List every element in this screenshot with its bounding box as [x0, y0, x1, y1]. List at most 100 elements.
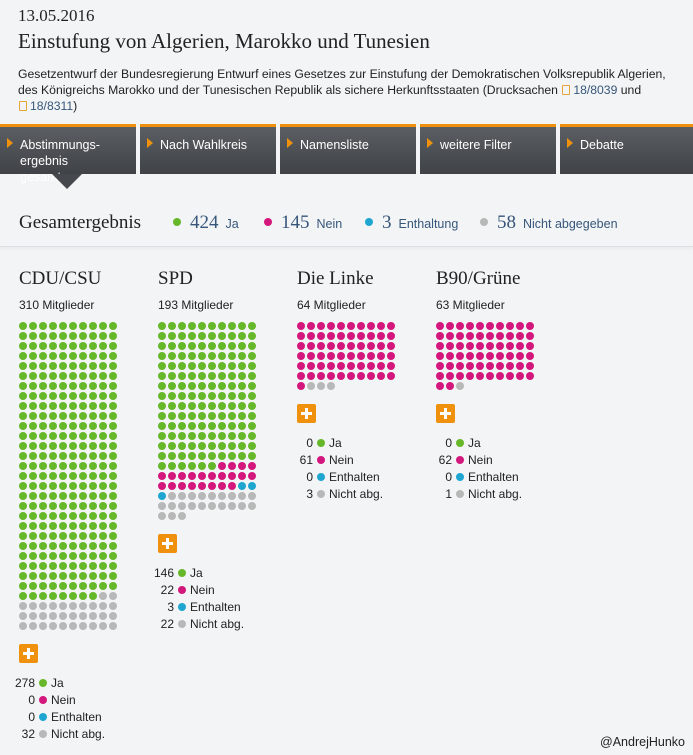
expand-plus-icon[interactable]: [158, 534, 177, 553]
seat-no: [337, 322, 345, 330]
seat-yes: [238, 332, 246, 340]
seat-yes: [39, 502, 47, 510]
summary-absent-count: 58: [497, 212, 516, 233]
seat-yes: [19, 362, 27, 370]
seat-yes: [49, 562, 57, 570]
seat-yes: [198, 432, 206, 440]
tab-overall-result[interactable]: Abstimmungs-ergebnis gesamt: [0, 124, 136, 184]
tab-name-list[interactable]: Namensliste: [280, 124, 416, 174]
seat-yes: [39, 392, 47, 400]
seat-no: [436, 342, 444, 350]
seat-yes: [238, 382, 246, 390]
seat-yes: [238, 342, 246, 350]
seat-yes: [39, 472, 47, 480]
seat-yes: [238, 392, 246, 400]
summary-bar: Gesamtergebnis 424 Ja 145 Nein 3 Enthalt…: [0, 200, 693, 247]
seat-yes: [39, 532, 47, 540]
seat-yes: [218, 422, 226, 430]
seat-yes: [19, 402, 27, 410]
seat-yes: [109, 402, 117, 410]
seat-no: [367, 352, 375, 360]
seat-no: [476, 362, 484, 370]
seat-yes: [69, 432, 77, 440]
tab-more-filters[interactable]: weitere Filter: [420, 124, 556, 174]
seat-yes: [59, 562, 67, 570]
legend-count: 0: [306, 469, 313, 484]
seat-no: [327, 342, 335, 350]
expand-plus-icon[interactable]: [297, 404, 316, 423]
seat-no: [317, 322, 325, 330]
expand-plus-icon[interactable]: [436, 404, 455, 423]
summary-no-label: Nein: [316, 217, 343, 231]
seat-no: [158, 482, 166, 490]
seat-yes: [29, 382, 37, 390]
seat-no: [337, 352, 345, 360]
seat-yes: [198, 422, 206, 430]
seat-yes: [158, 392, 166, 400]
seat-no: [238, 472, 246, 480]
vote-date: 13.05.2016: [18, 6, 95, 25]
seat-yes: [158, 372, 166, 380]
seat-yes: [89, 382, 97, 390]
seat-yes: [218, 322, 226, 330]
seat-yes: [208, 422, 216, 430]
seat-yes: [178, 412, 186, 420]
doc-link-1[interactable]: 18/8039: [573, 83, 618, 97]
seat-yes: [99, 492, 107, 500]
seat-yes: [198, 402, 206, 410]
seat-no: [486, 352, 494, 360]
seat-yes: [109, 322, 117, 330]
seat-yes: [99, 372, 107, 380]
seat-yes: [69, 572, 77, 580]
seat-yes: [39, 322, 47, 330]
seat-yes: [69, 322, 77, 330]
seat-absent: [327, 382, 335, 390]
legend-count: 146: [153, 565, 174, 580]
seat-yes: [89, 552, 97, 560]
seat-yes: [228, 402, 236, 410]
seat-yes: [228, 452, 236, 460]
seat-yes: [248, 392, 256, 400]
seat-yes: [168, 362, 176, 370]
seat-yes: [79, 392, 87, 400]
seat-no: [446, 372, 454, 380]
seat-no: [367, 322, 375, 330]
seat-yes: [89, 592, 97, 600]
seat-yes: [99, 452, 107, 460]
tab-by-constituency[interactable]: Nach Wahlkreis: [140, 124, 276, 174]
seat-yes: [69, 472, 77, 480]
seat-no: [198, 482, 206, 490]
seat-no: [248, 462, 256, 470]
party-b90-gruene: B90/Grüne 63 Mitglieder: [436, 268, 520, 312]
doc-link-2[interactable]: 18/8311: [30, 99, 74, 113]
seat-yes: [29, 342, 37, 350]
seat-absent: [59, 602, 67, 610]
seat-absent: [178, 512, 186, 520]
tab-debate[interactable]: Debatte: [560, 124, 693, 174]
legend-label: Enthalten: [329, 469, 380, 484]
seat-yes: [188, 352, 196, 360]
seat-yes: [188, 432, 196, 440]
legend-row-no: 22 Nein: [152, 581, 244, 598]
seat-no: [387, 342, 395, 350]
seat-yes: [109, 582, 117, 590]
seat-yes: [49, 522, 57, 530]
seat-yes: [198, 352, 206, 360]
seat-yes: [19, 502, 27, 510]
expand-plus-icon[interactable]: [19, 644, 38, 663]
seat-yes: [109, 542, 117, 550]
seat-yes: [19, 382, 27, 390]
seat-yes: [49, 582, 57, 590]
seat-yes: [19, 432, 27, 440]
seat-yes: [69, 502, 77, 510]
seat-yes: [238, 362, 246, 370]
legend-row-yes: 278 Ja: [13, 674, 105, 691]
legend-b90-gruene: 0 Ja 62 Nein 0 Enthalten 1 Nicht abg.: [430, 434, 522, 502]
seat-no: [456, 332, 464, 340]
seat-no: [377, 352, 385, 360]
seat-yes: [208, 432, 216, 440]
seat-yes: [109, 382, 117, 390]
seat-yes: [238, 402, 246, 410]
seat-absent: [248, 502, 256, 510]
seat-yes: [168, 452, 176, 460]
